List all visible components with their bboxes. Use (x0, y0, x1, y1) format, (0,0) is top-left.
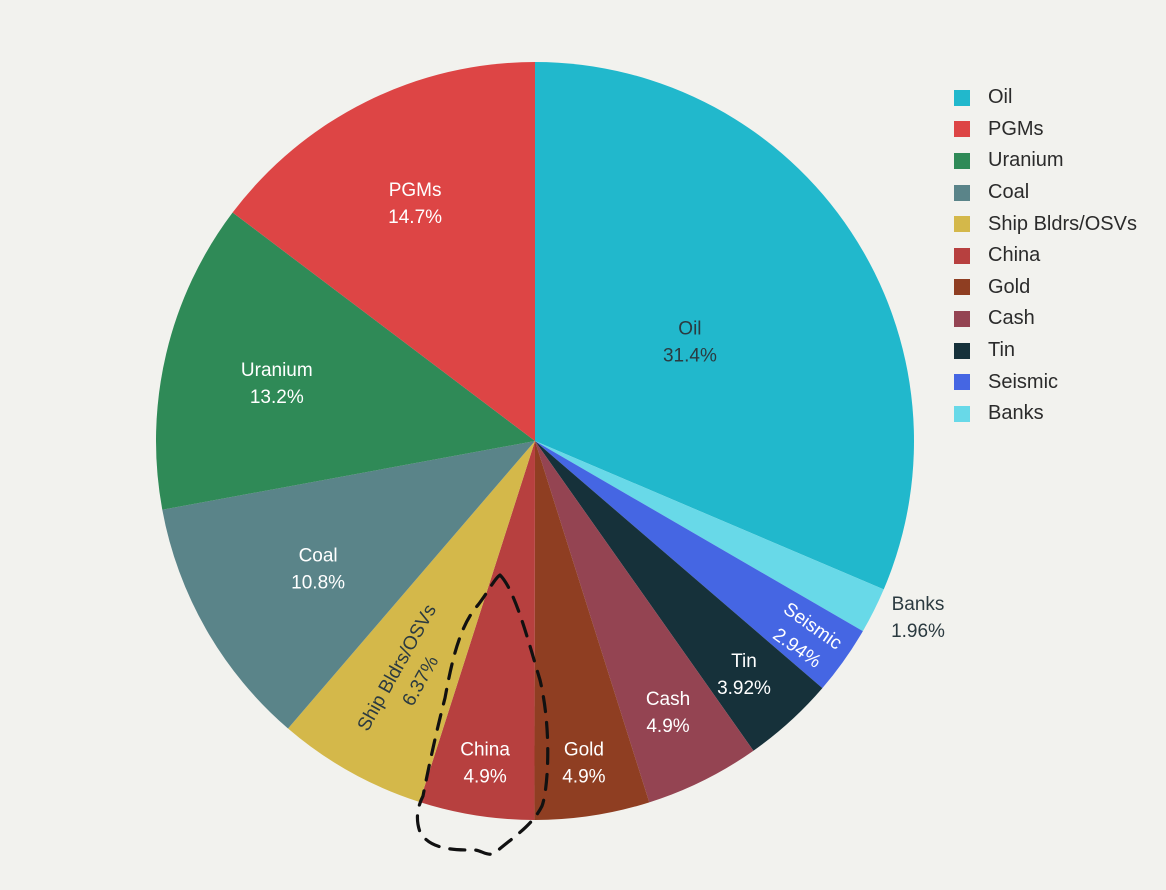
slice-value: 14.7% (388, 207, 442, 228)
pie-slice-gold (534, 441, 650, 821)
legend-swatch (954, 374, 970, 391)
pie-slice-cash (535, 441, 754, 803)
legend-swatch (954, 247, 970, 264)
pie-slice-banks (535, 441, 884, 632)
legend-label: China (988, 244, 1041, 267)
slice-label-tin: Tin 3.92% (717, 651, 771, 699)
slice-name: Uranium (241, 360, 313, 381)
legend-swatch (954, 121, 970, 138)
legend-item-banks: Banks (954, 398, 1137, 430)
slice-label-banks: Banks 1.96% (891, 594, 945, 642)
pie-slice-ship-bldrs-osvs (288, 441, 535, 802)
pie-slice-seismic (535, 441, 863, 689)
china-annotation-outline (415, 573, 550, 856)
legend-item-uranium: Uranium (954, 145, 1137, 177)
pie-slice-tin (535, 441, 823, 751)
legend-swatch (954, 89, 970, 106)
slice-label-cash: Cash 4.9% (646, 689, 690, 737)
legend-item-tin: Tin (954, 335, 1137, 367)
slice-value: 4.9% (562, 766, 605, 787)
slice-name: PGMs (389, 180, 442, 201)
slice-value: 31.4% (663, 346, 717, 367)
slice-name: Coal (299, 546, 338, 567)
slice-name: Cash (646, 689, 690, 710)
chart-legend: Oil PGMs Uranium Coal Ship Bldrs/OSVs China Go… (954, 82, 1137, 430)
slice-label-pgms: PGMs 14.7% (388, 180, 442, 228)
slice-name: Banks (892, 594, 945, 615)
legend-item-pgms: PGMs (954, 114, 1137, 146)
legend-label: Gold (988, 275, 1031, 298)
legend-label: PGMs (988, 117, 1044, 140)
legend-swatch (954, 216, 970, 233)
slice-value: 10.8% (291, 573, 345, 594)
slice-label-uranium: Uranium 13.2% (241, 360, 313, 408)
legend-item-oil: Oil (954, 82, 1137, 114)
legend-label: Tin (988, 339, 1016, 362)
legend-item-seismic: Seismic (954, 366, 1137, 398)
legend-label: Banks (988, 402, 1044, 425)
legend-swatch (954, 405, 970, 422)
legend-item-ship-bldrs-osvs: Ship Bldrs/OSVs (954, 208, 1137, 240)
slice-name: Oil (678, 319, 701, 340)
legend-item-coal: Coal (954, 177, 1137, 209)
legend-item-gold: Gold (954, 272, 1137, 304)
legend-swatch (954, 342, 970, 359)
legend-label: Coal (988, 181, 1030, 204)
slice-value: 3.92% (717, 678, 771, 699)
legend-item-china: China (954, 240, 1137, 272)
pie-slices (156, 62, 915, 821)
slice-name: Gold (564, 739, 604, 760)
pie-slice-pgms (232, 62, 536, 441)
legend-label: Ship Bldrs/OSVs (988, 212, 1137, 235)
legend-label: Oil (988, 86, 1013, 109)
slice-name: China (460, 739, 510, 760)
slice-value: 4.9% (463, 766, 506, 787)
slice-name: Tin (731, 651, 757, 672)
legend-label: Seismic (988, 370, 1059, 393)
legend-item-cash: Cash (954, 303, 1137, 335)
legend-swatch (954, 184, 970, 201)
slice-value: 1.96% (891, 621, 945, 642)
slice-label-gold: Gold 4.9% (562, 739, 605, 787)
legend-swatch (954, 279, 970, 296)
slice-value: 13.2% (250, 387, 304, 408)
legend-label: Uranium (988, 149, 1064, 172)
legend-swatch (954, 152, 970, 169)
legend-label: Cash (988, 307, 1035, 330)
pie-slice-coal (162, 441, 536, 729)
pie-slice-oil (535, 62, 915, 590)
legend-swatch (954, 310, 970, 327)
slice-value: 4.9% (646, 716, 689, 737)
slice-label-coal: Coal 10.8% (291, 546, 345, 594)
pie-slice-uranium (156, 212, 535, 510)
slice-label-oil: Oil 31.4% (663, 319, 717, 367)
slice-label-china: China 4.9% (460, 739, 510, 787)
pie-slice-china (419, 441, 535, 820)
